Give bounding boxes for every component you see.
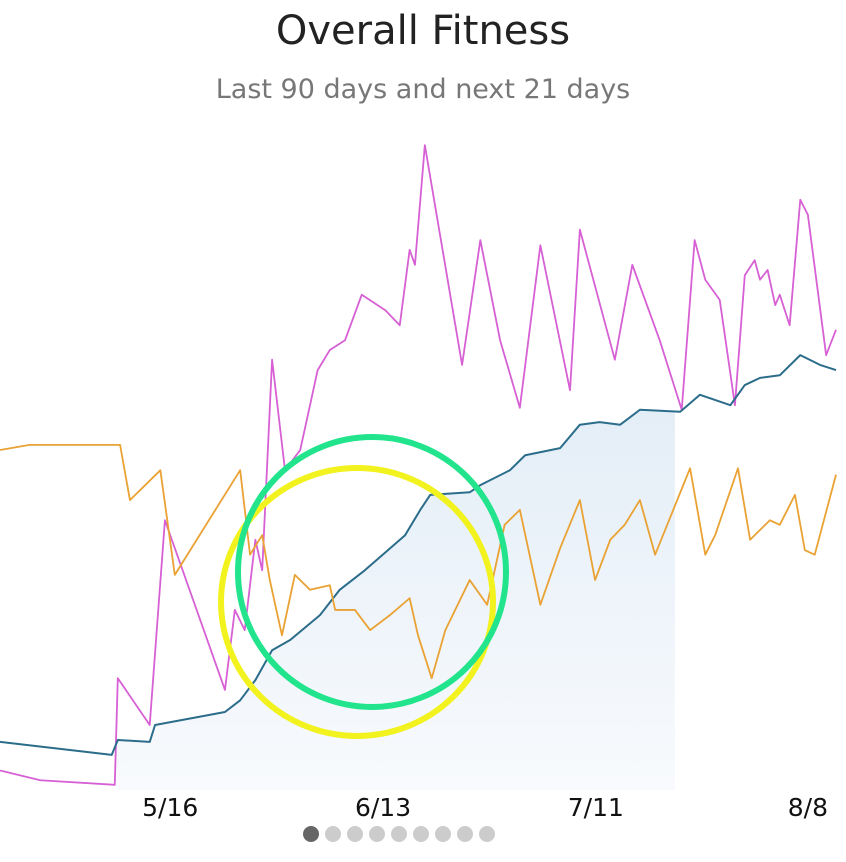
chart-subtitle: Last 90 days and next 21 days (215, 74, 631, 105)
x-tick-label: 8/8 (788, 793, 828, 822)
x-tick-label: 5/16 (142, 793, 198, 822)
page-dot[interactable] (479, 826, 495, 842)
annotation-circle (235, 434, 509, 710)
page-dot[interactable] (325, 826, 341, 842)
page-dot[interactable] (435, 826, 451, 842)
page-dot[interactable] (369, 826, 385, 842)
page-dot[interactable] (347, 826, 363, 842)
page-dot[interactable] (391, 826, 407, 842)
page-indicator[interactable] (303, 826, 495, 842)
form-line (0, 443, 837, 680)
x-tick-label: 6/13 (355, 793, 411, 822)
page-dot[interactable] (413, 826, 429, 842)
page-dot[interactable] (303, 826, 319, 842)
page-dot[interactable] (457, 826, 473, 842)
annotation-circle (218, 465, 496, 739)
chart-title: Overall Fitness (275, 8, 571, 54)
x-tick-label: 7/11 (568, 793, 624, 822)
